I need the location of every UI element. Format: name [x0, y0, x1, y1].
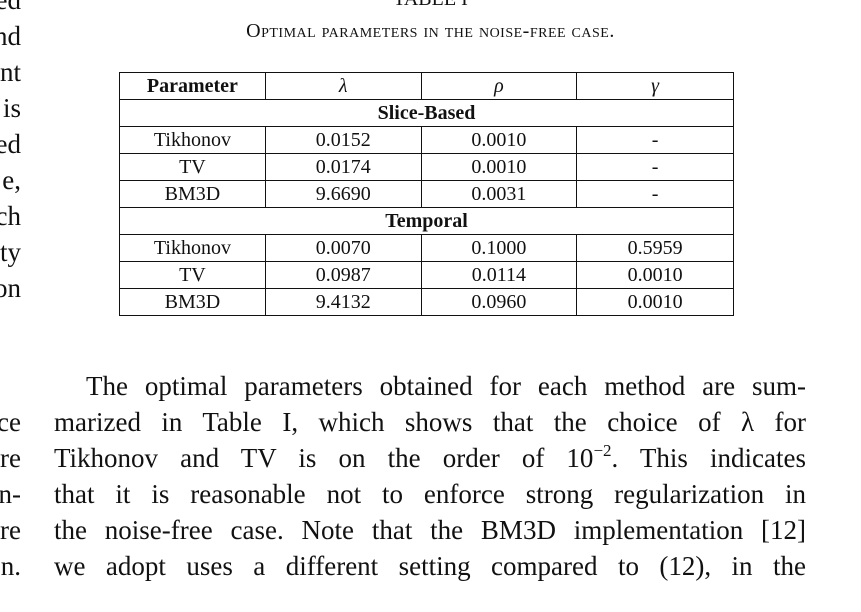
paragraph-line: The optimal parameters obtained for each… — [86, 371, 806, 401]
text-fragment: re — [0, 515, 21, 545]
table-caption: Optimal parameters in the noise-free cas… — [246, 20, 615, 42]
cell: 0.0152 — [264, 126, 422, 154]
text: . This indicates — [611, 443, 806, 473]
text-fragment: ed — [0, 129, 21, 159]
text-fragment: re — [0, 443, 21, 473]
text-fragment: nt — [0, 57, 21, 87]
body-paragraph: The optimal parameters obtained for each… — [54, 368, 806, 584]
left-column-bottom: ce re n- re n. — [0, 404, 21, 584]
text-fragment: nd — [0, 21, 21, 51]
text-fragment: on — [0, 273, 21, 303]
table-row: BM3D 9.4132 0.0960 0.0010 — [119, 288, 734, 316]
cell: Tikhonov — [119, 126, 266, 154]
text: Tikhonov and TV is on the order of 10 — [54, 443, 594, 473]
cell: 0.0010 — [576, 288, 734, 316]
cell: 0.0010 — [420, 153, 578, 181]
cell: 9.4132 — [264, 288, 422, 316]
cell: Tikhonov — [119, 234, 266, 262]
text-fragment: n. — [0, 551, 21, 581]
table-row: TV 0.0987 0.0114 0.0010 — [119, 261, 734, 289]
text-fragment: ed — [0, 0, 21, 15]
text-fragment: ce — [0, 407, 21, 437]
cell: - — [576, 126, 734, 154]
paragraph-line: we adopt uses a different setting compar… — [54, 551, 806, 581]
cell: 0.0070 — [264, 234, 422, 262]
exponent: −2 — [593, 441, 612, 460]
table-header-row: Parameter λ ρ γ — [119, 72, 734, 100]
cell: 0.0987 — [264, 261, 422, 289]
section-header: Slice-Based — [119, 99, 734, 127]
cell: TV — [119, 153, 266, 181]
header-parameter: Parameter — [119, 72, 266, 100]
paragraph-line: that it is reasonable not to enforce str… — [54, 479, 806, 509]
cell: BM3D — [119, 180, 266, 208]
cell: 0.0174 — [264, 153, 422, 181]
cell: TV — [119, 261, 266, 289]
cell: 0.1000 — [420, 234, 578, 262]
section-header: Temporal — [119, 207, 734, 235]
text-fragment: is — [2, 93, 21, 123]
text-fragment: ch — [0, 201, 21, 231]
parameters-table: Parameter λ ρ γ Slice-Based Tikhonov 0.01… — [119, 72, 734, 316]
cell: 0.0010 — [420, 126, 578, 154]
paragraph-line: Tikhonov and TV is on the order of 10−2.… — [54, 440, 806, 476]
cell: BM3D — [119, 288, 266, 316]
text-fragment: e, — [2, 165, 21, 195]
table-row: TV 0.0174 0.0010- — [119, 153, 734, 181]
cell: - — [576, 153, 734, 181]
cell: 0.0114 — [420, 261, 578, 289]
header-lambda: λ — [264, 72, 422, 100]
cell: 0.5959 — [576, 234, 734, 262]
cell: - — [576, 180, 734, 208]
paragraph-line: marized in Table I, which shows that the… — [54, 407, 806, 437]
cell: 9.6690 — [264, 180, 422, 208]
header-rho: ρ — [420, 72, 578, 100]
header-gamma: γ — [576, 72, 734, 100]
table-row: Tikhonov 0.0070 0.1000 0.5959 — [119, 234, 734, 262]
text-fragment: ty — [0, 237, 21, 267]
cell: 0.0010 — [576, 261, 734, 289]
paragraph-line: the noise-free case. Note that the BM3D … — [54, 515, 806, 545]
table-label: TABLE I — [0, 0, 861, 11]
cell: 0.0960 — [420, 288, 578, 316]
table-row: BM3D 9.6690 0.0031- — [119, 180, 734, 208]
cell: 0.0031 — [420, 180, 578, 208]
table-row: Tikhonov 0.0152 0.0010- — [119, 126, 734, 154]
text-fragment: n- — [0, 479, 21, 509]
left-column-top: ed nd nt is ed e, ch ty on — [0, 0, 21, 306]
